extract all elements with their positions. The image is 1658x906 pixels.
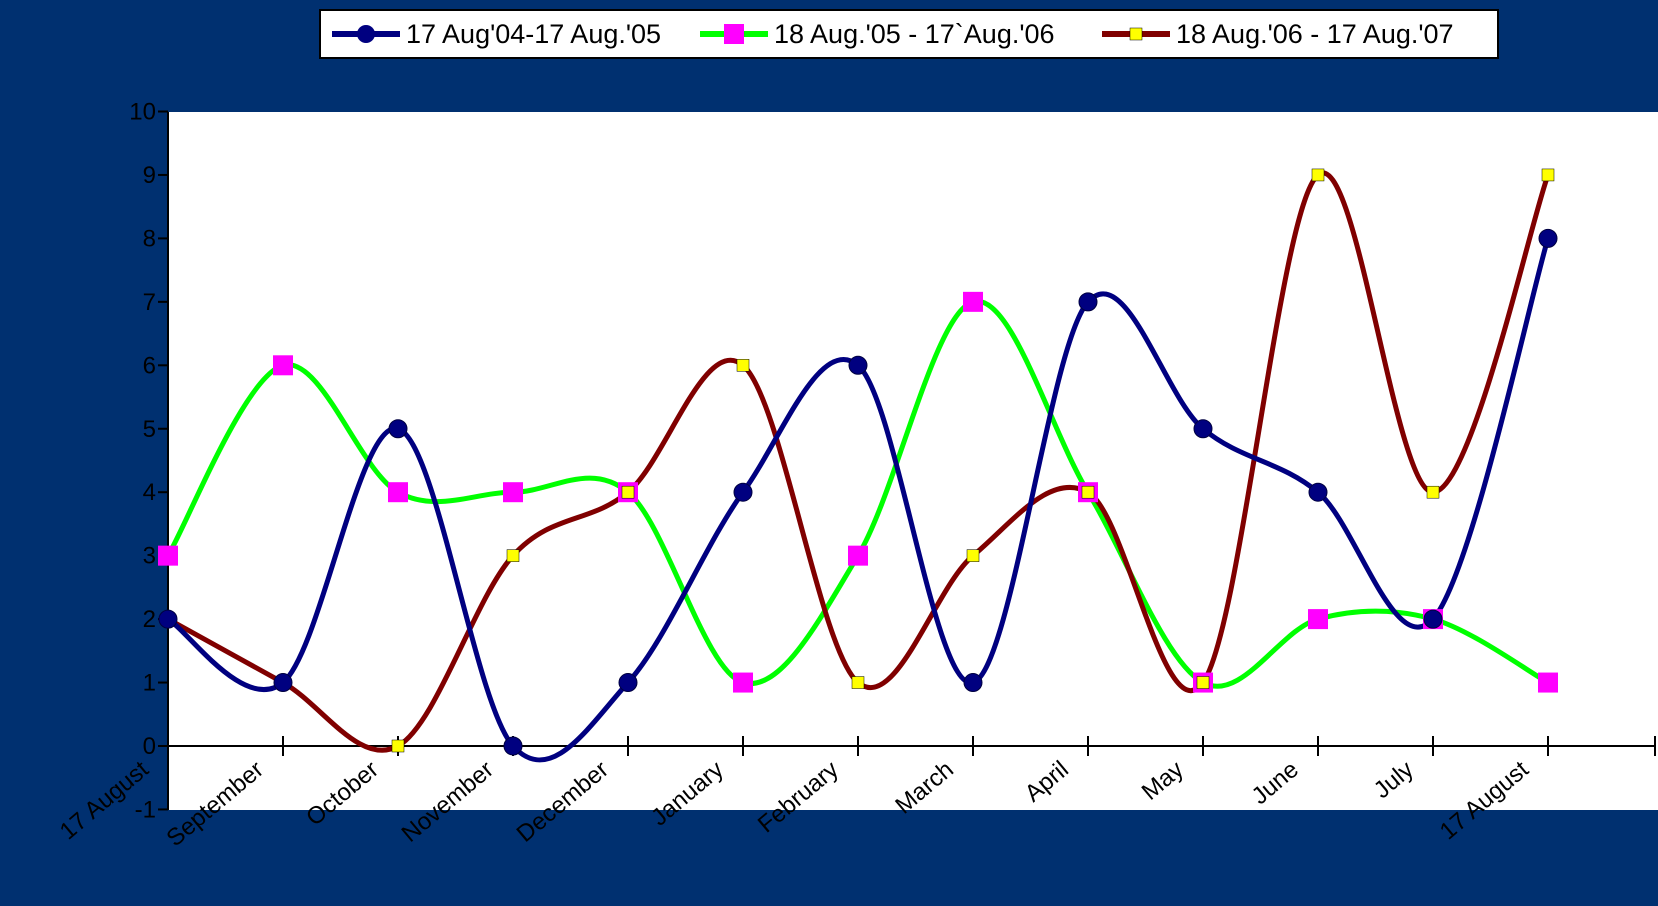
series-2-point [158,545,178,566]
series-2-point [1308,609,1328,630]
y-tick-label: 1 [143,670,156,697]
y-tick-label: 0 [143,733,156,760]
series-3-point [1081,485,1095,499]
data-markers [158,168,1558,756]
series-1-point [1308,482,1328,502]
series-line-3 [165,170,1551,753]
series-1-point [1423,609,1443,629]
series-3-point [1541,168,1555,182]
series-3-point [736,359,750,372]
series-3-point [1426,485,1440,499]
series-1-point [388,419,408,439]
legend-label-2: 18 Aug.'05 - 17`Aug.'06 [774,19,1055,49]
y-tick-label: 6 [143,352,156,379]
series-2-point [963,291,983,312]
series-1-point [618,673,638,693]
y-tick-label: -1 [135,796,156,823]
series-2-point [848,545,868,566]
y-tick-label: 10 [129,99,156,126]
legend: 17 Aug'04-17 Aug.'05 18 Aug.'05 - 17`Aug.… [319,9,1499,59]
y-tick-label: 9 [143,162,156,189]
y-tick-labels: -1 0 1 2 3 4 5 6 7 8 9 10 [129,99,156,824]
series-1-point [503,736,523,756]
series-3-point [966,549,980,562]
series-1-point [1078,292,1098,312]
series-1-point [158,609,178,629]
series-1-point [733,482,753,502]
series-1-point [848,355,868,375]
y-tick-label: 2 [143,606,156,633]
y-tick-label: 7 [143,289,156,316]
series-1-point [1538,228,1558,248]
series-2-point [388,482,408,503]
series-3-point [1311,168,1325,182]
legend-label-3: 18 Aug.'06 - 17 Aug.'07 [1176,19,1454,49]
y-tick-label: 8 [143,225,156,252]
series-3-point [506,549,520,562]
series-2-point [273,355,293,376]
series-3-point [391,739,405,753]
series-1-point [1193,419,1213,439]
series-2-point [1538,672,1558,693]
plot-area [168,112,1658,810]
y-tick-label: 5 [143,416,156,443]
y-tick-label: 4 [143,479,156,506]
series-3-point [1196,676,1210,689]
series-3-point [621,485,635,499]
y-tick-label: 3 [143,543,156,570]
series-1-point [963,673,983,693]
legend-marker-2 [724,24,744,44]
series-2-point [733,672,753,693]
series-1-point [273,673,293,693]
legend-marker-1 [357,25,375,43]
legend-marker-3 [1129,27,1143,41]
series-2-point [503,482,523,503]
legend-label-1: 17 Aug'04-17 Aug.'05 [406,19,661,49]
series-3-point [851,676,865,689]
legend-box [319,9,1499,59]
